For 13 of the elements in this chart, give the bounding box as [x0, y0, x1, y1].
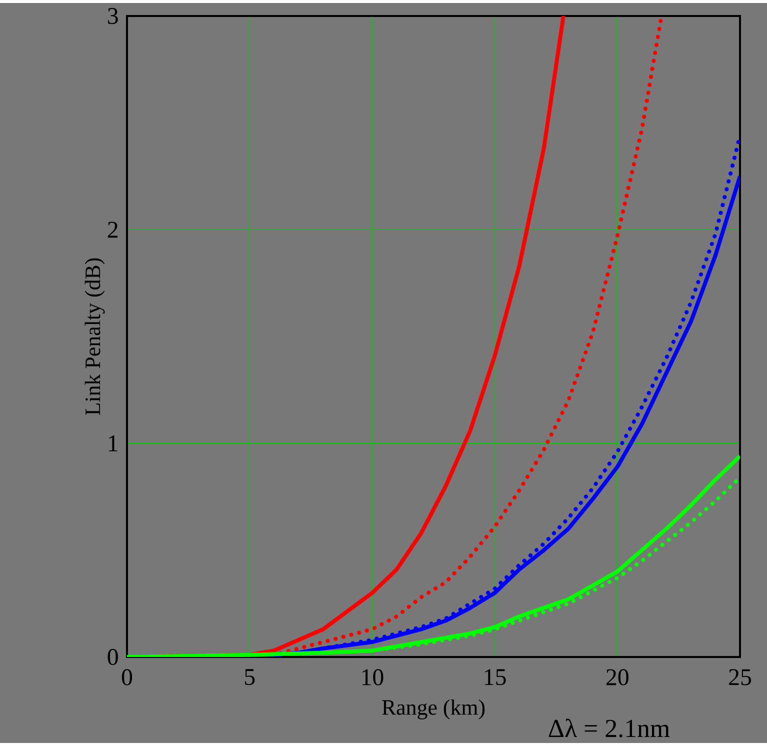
- y-tick-label: 0: [108, 648, 118, 665]
- y-axis-title: Link Penalty (dB): [84, 258, 105, 415]
- x-tick-label: 0: [122, 669, 132, 686]
- x-tick-label: 10: [362, 669, 384, 686]
- x-tick-label: 25: [729, 669, 752, 686]
- x-tick-label: 20: [606, 669, 628, 686]
- x-tick-label: 15: [484, 669, 506, 686]
- y-tick-label: 3: [108, 8, 118, 24]
- text: Δλ = 2.1nm: [548, 718, 670, 738]
- x-tick-label: 5: [245, 669, 255, 685]
- x-axis-title: Range (km): [382, 699, 485, 720]
- y-tick-label: 1: [108, 435, 118, 452]
- y-tick-label: 2: [108, 222, 118, 238]
